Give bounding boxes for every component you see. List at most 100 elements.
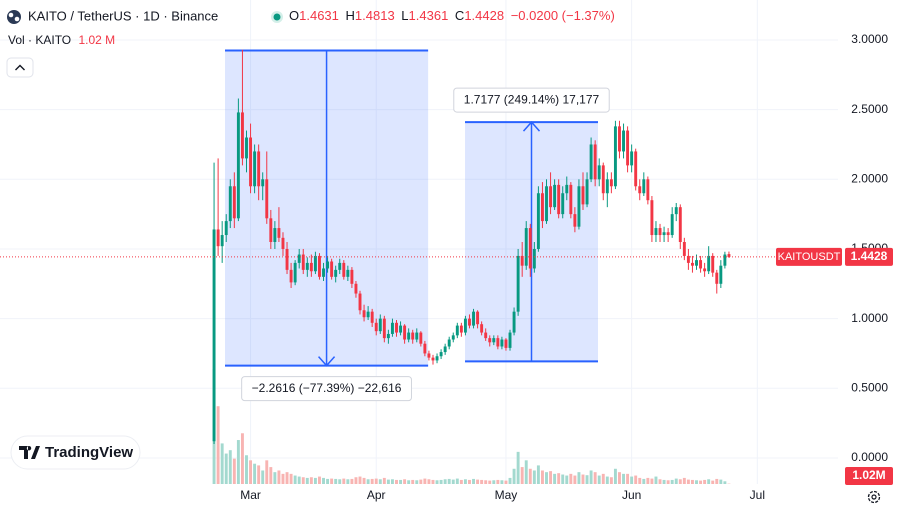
volume-bar bbox=[597, 475, 601, 484]
x-tick-label: May bbox=[495, 488, 518, 502]
x-tick-label: Jul bbox=[750, 488, 765, 502]
volume-name: Vol · KAITO bbox=[8, 33, 71, 47]
volume-bar bbox=[512, 468, 516, 484]
volume-bar bbox=[285, 472, 289, 484]
y-tick-label: 0.0000 bbox=[851, 450, 888, 464]
volume-bar bbox=[240, 433, 244, 484]
candle-body bbox=[678, 207, 682, 242]
candle-body bbox=[585, 179, 589, 205]
candle-body bbox=[528, 228, 532, 269]
candle-body bbox=[265, 179, 269, 219]
symbol-tag-text: KAITOUSDT bbox=[778, 251, 841, 263]
candle-body bbox=[699, 260, 703, 269]
candle-body bbox=[427, 353, 431, 358]
volume-bar bbox=[536, 465, 540, 484]
volume-bar bbox=[585, 475, 589, 484]
candle-body bbox=[593, 144, 597, 180]
volume-bar bbox=[601, 473, 605, 484]
volume-bar bbox=[245, 455, 248, 484]
volume-bar bbox=[330, 478, 334, 484]
volume-bar bbox=[293, 475, 297, 484]
candle-body bbox=[524, 228, 528, 266]
volume-bar bbox=[468, 479, 471, 484]
volume-bar bbox=[435, 480, 439, 484]
volume-bar bbox=[431, 479, 435, 484]
settings bbox=[867, 490, 881, 504]
volume-bar bbox=[581, 474, 585, 484]
symbol-title[interactable]: KAITO / TetherUS · 1D · Binance bbox=[28, 8, 218, 23]
legend-header: KAITO / TetherUS · 1D · Binance O1.4631 … bbox=[6, 8, 615, 78]
candle-body bbox=[447, 339, 451, 347]
volume-bar bbox=[318, 476, 321, 484]
branding-pill[interactable] bbox=[10, 435, 141, 470]
symbol-tag bbox=[776, 247, 842, 266]
y-tick-label: 1.0000 bbox=[851, 311, 888, 325]
volume-bar bbox=[561, 474, 565, 484]
candle-body bbox=[358, 293, 362, 311]
candle-body bbox=[622, 130, 625, 152]
volume-bar bbox=[269, 467, 273, 484]
candle-body bbox=[686, 255, 690, 263]
measure-label-box bbox=[241, 376, 412, 402]
volume-bar bbox=[443, 479, 447, 484]
candle-body bbox=[532, 248, 536, 269]
candle-body bbox=[382, 318, 386, 339]
volume-bar bbox=[366, 479, 370, 484]
candle-body bbox=[399, 325, 403, 333]
candle-body bbox=[269, 218, 273, 242]
ohlc-prefix: L bbox=[401, 8, 408, 23]
candle-body bbox=[334, 269, 338, 277]
candle-body bbox=[216, 229, 220, 247]
candle-body bbox=[613, 126, 617, 187]
volume-bar bbox=[342, 478, 346, 484]
candle-body bbox=[581, 186, 585, 205]
collapse-button[interactable] bbox=[6, 57, 34, 78]
volume-bar bbox=[719, 479, 723, 484]
candle-body bbox=[326, 261, 330, 269]
volume-bar bbox=[500, 480, 504, 484]
y-tick-label: 2.0000 bbox=[851, 171, 888, 185]
candle-body bbox=[553, 184, 557, 208]
volume-bar bbox=[695, 480, 698, 484]
candle-body bbox=[431, 357, 435, 361]
candle-body bbox=[220, 235, 224, 247]
volume-bar bbox=[403, 479, 407, 484]
candle-body bbox=[374, 322, 378, 332]
candle-body bbox=[597, 165, 601, 180]
volume-bar bbox=[358, 476, 362, 484]
ohlc-value: 1.4631 bbox=[299, 8, 339, 23]
volume-bar bbox=[589, 470, 593, 484]
volume-tag bbox=[845, 467, 893, 485]
volume-bar bbox=[447, 478, 451, 484]
volume-bar bbox=[690, 479, 694, 484]
measure-label: −2.2616 (−77.39%) −22,616 bbox=[252, 381, 402, 395]
volume-bar bbox=[407, 480, 411, 484]
volume-bar bbox=[253, 463, 257, 484]
y-tick-label: 2.5000 bbox=[851, 102, 888, 116]
volume-bar bbox=[682, 477, 686, 484]
candle-body bbox=[378, 318, 382, 332]
volume-bar bbox=[374, 478, 378, 484]
candle-body bbox=[366, 311, 370, 318]
volume-bar bbox=[528, 468, 532, 484]
candle-body bbox=[500, 339, 504, 347]
candle-body bbox=[455, 325, 459, 336]
candle-body bbox=[443, 346, 447, 353]
volume-legend: Vol · KAITO 1.02 M bbox=[8, 33, 115, 47]
price-tag-text: 1.4428 bbox=[851, 249, 888, 263]
candle-body bbox=[690, 262, 694, 266]
volume-bar bbox=[419, 479, 423, 484]
ohlc-value: 1.4428 bbox=[464, 8, 504, 23]
volume-bar bbox=[261, 470, 265, 484]
candle-body bbox=[257, 151, 261, 187]
candle-body bbox=[451, 335, 455, 340]
volume-bar bbox=[354, 477, 358, 484]
candle-body bbox=[711, 255, 715, 273]
volume-bar bbox=[249, 460, 253, 484]
candle-body bbox=[423, 343, 427, 354]
candle-body bbox=[386, 333, 390, 339]
settings-gear[interactable] bbox=[867, 490, 881, 504]
measure-label: 1.7177 (249.14%) 17,177 bbox=[464, 92, 600, 106]
